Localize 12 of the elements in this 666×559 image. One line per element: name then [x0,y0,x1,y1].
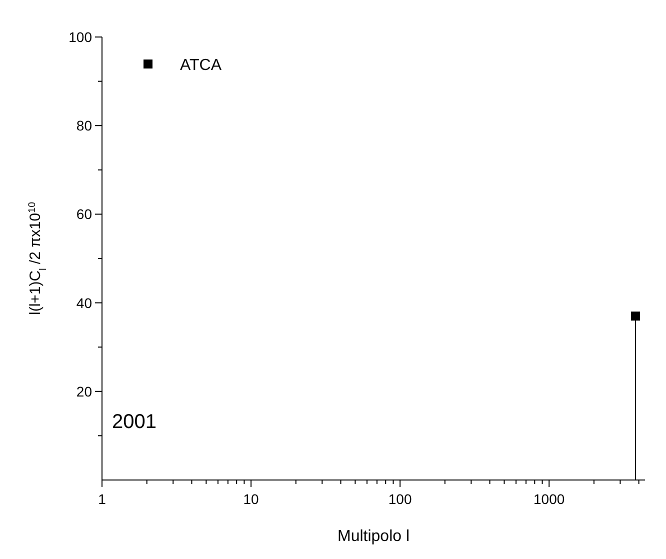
y-tick-label: 20 [76,383,92,400]
x-tick-label: 1 [98,491,106,507]
x-tick-label: 1000 [534,491,565,507]
y-tick-label: 60 [76,206,92,222]
y-tick-label: 80 [76,118,92,134]
annotation: 2001 [112,411,156,433]
x-tick-label: 10 [243,491,260,507]
y-tick-label: 40 [76,294,92,311]
legend-label: ATCA [180,57,222,74]
y-tick-label: 100 [68,29,92,45]
x-tick-label: 100 [388,491,412,507]
x-axis-title: Multipolo l [337,528,410,545]
